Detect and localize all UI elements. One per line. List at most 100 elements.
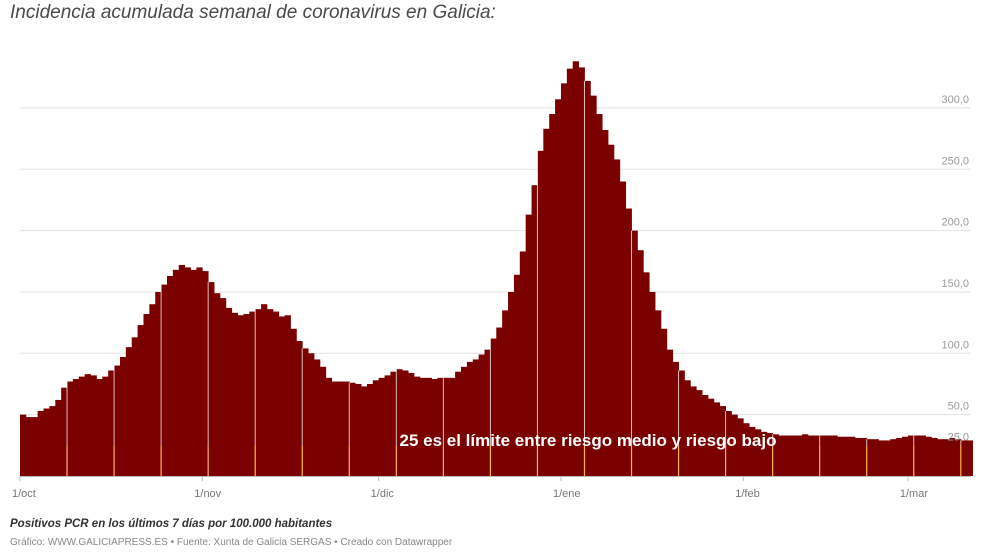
bar [925,436,932,476]
bar [790,435,797,476]
bar [255,309,262,476]
bar [366,383,374,477]
x-tick-label: 1/oct [12,488,36,500]
bar [743,423,750,476]
bar [660,328,668,476]
bar [449,377,456,476]
bar [355,383,362,477]
bar [860,437,868,476]
bar [231,312,238,476]
bar [902,436,909,476]
bar [825,435,832,476]
bar [602,129,609,477]
bar [625,208,632,476]
bar [807,435,815,476]
bar [402,370,409,476]
bar [696,390,703,476]
chart-title: Incidencia acumulada semanal de coronavi… [10,2,496,23]
bar [325,377,333,476]
x-tick-label: 1/ene [553,488,581,500]
bar [349,382,356,476]
bar [919,435,926,476]
y-tick-label: 50,0 [948,401,969,413]
bar [278,316,285,476]
bar [284,315,291,476]
bar [572,61,579,477]
y-tick-label: 300,0 [941,94,969,106]
bar [555,99,562,476]
bar [108,370,115,476]
bar [178,264,186,476]
bar [308,353,315,476]
bar [131,337,138,476]
bar [190,269,197,476]
bar [249,311,256,476]
bar [302,348,309,476]
bar [749,426,756,476]
bar [143,314,150,476]
bar [678,370,685,476]
bar [155,291,162,476]
bar [396,369,403,476]
bar [596,114,603,476]
bar [619,181,627,476]
bar [455,371,462,476]
bar [590,95,597,476]
bar [702,395,709,476]
bar [778,435,785,476]
bar [408,372,415,476]
bar [314,359,321,477]
bar [137,325,144,476]
y-tick-label: 25,0 [948,431,969,443]
bar [78,376,86,476]
bar [214,293,221,476]
bar [378,377,385,476]
bar [684,380,691,476]
bar [566,68,574,476]
bar [690,386,697,476]
bar [543,128,550,476]
bar [849,436,856,476]
bar [707,398,715,476]
bar [102,376,109,476]
bar [854,437,862,476]
bar [884,440,891,476]
bar [413,376,421,476]
bar [184,267,191,476]
bar [502,310,509,477]
bar [531,185,538,476]
bar [819,435,826,476]
bar [937,439,944,476]
bar [760,431,768,476]
bar [202,271,209,476]
bar [219,298,227,476]
bar [766,433,774,477]
threshold-annotation: 25 es el límite entre riesgo medio y rie… [400,431,777,450]
bar [513,274,521,476]
bar [896,437,903,476]
bar [719,406,726,476]
bar [913,435,921,476]
bar [578,67,585,476]
bar [296,341,303,476]
bar [737,418,744,476]
bar [272,311,280,476]
bar [666,349,674,476]
bar [943,439,950,476]
bar [96,379,103,476]
bar [608,144,615,476]
bar [49,406,56,476]
bar [361,386,368,476]
y-tick-label: 150,0 [941,278,969,290]
bar [472,359,480,477]
bar [319,366,327,476]
bar [114,365,121,476]
bar [549,114,556,476]
bar [119,356,127,476]
bar [878,440,885,476]
y-tick-label: 250,0 [941,155,969,167]
bar [890,439,897,476]
bar [337,381,344,476]
bar [796,435,803,476]
bar [802,434,809,476]
